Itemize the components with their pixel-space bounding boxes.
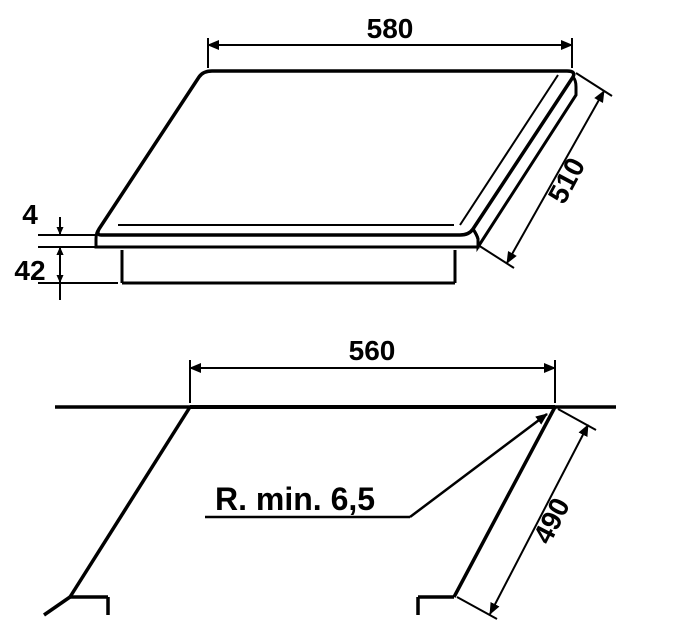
dim-42-label: 42 xyxy=(14,255,45,286)
dim-580-label: 580 xyxy=(367,13,414,44)
dim-thickness-group: 4 42 xyxy=(14,199,118,300)
radius-note-label: R. min. 6,5 xyxy=(215,481,375,517)
hob-top-view xyxy=(96,71,576,283)
technical-diagram: 580 510 4 42 xyxy=(0,0,680,630)
radius-note: R. min. 6,5 xyxy=(205,414,547,517)
dim-top-width: 580 xyxy=(208,13,572,68)
dim-560-label: 560 xyxy=(349,335,396,366)
dim-490-label: 490 xyxy=(527,493,576,549)
dim-4-label: 4 xyxy=(22,199,38,230)
dim-510-label: 510 xyxy=(542,153,591,209)
dim-cutout-width: 560 xyxy=(190,335,555,403)
dim-cutout-depth: 490 xyxy=(457,409,596,619)
dim-top-depth: 510 xyxy=(478,73,612,268)
